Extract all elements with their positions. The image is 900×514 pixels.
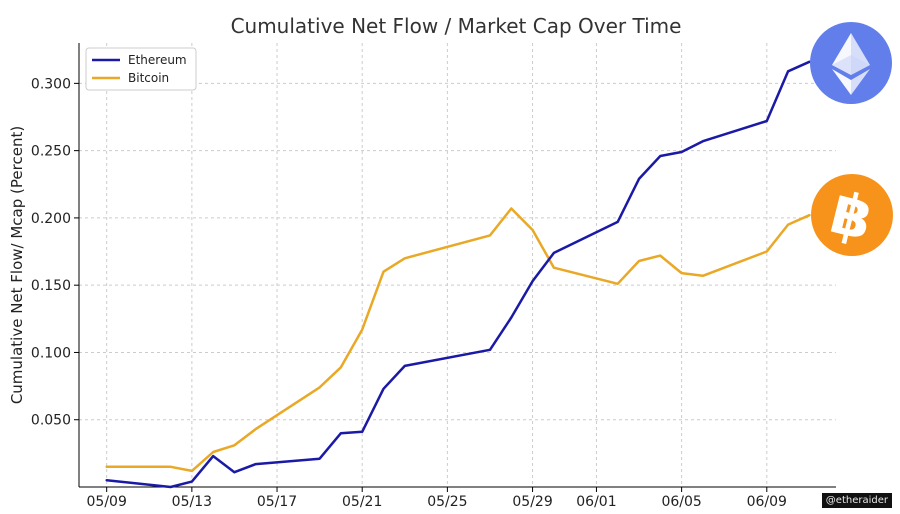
legend-label-bitcoin: Bitcoin xyxy=(128,71,169,85)
axes: 05/09 05/13 05/17 05/21 05/25 05/29 06/01 06/05… xyxy=(31,43,836,510)
bitcoin-logo-icon: ฿ xyxy=(811,174,893,256)
y-tick-label: 0.300 xyxy=(31,76,71,92)
legend-label-ethereum: Ethereum xyxy=(128,53,187,67)
y-tick-label: 0.050 xyxy=(31,413,71,429)
x-tick-label: 05/21 xyxy=(342,494,382,510)
x-tick-label: 06/01 xyxy=(576,494,616,510)
watermark: @etheraider xyxy=(821,493,892,508)
series-lines xyxy=(105,60,811,489)
legend-box xyxy=(85,47,197,91)
legend: Ethereum Bitcoin xyxy=(85,47,197,91)
x-tick-label: 05/17 xyxy=(257,494,297,510)
series-line-ethereum xyxy=(105,60,811,489)
series-line-bitcoin xyxy=(105,207,811,473)
y-tick-label: 0.250 xyxy=(31,144,71,160)
y-tick-label: 0.200 xyxy=(31,211,71,227)
y-tick-label: 0.150 xyxy=(31,278,71,294)
ethereum-logo-icon xyxy=(810,22,892,104)
x-tick-label: 05/25 xyxy=(427,494,467,510)
y-axis-label: Cumulative Net Flow/ Mcap (Percent) xyxy=(8,126,26,404)
x-tick-label: 05/09 xyxy=(87,494,127,510)
grid-lines xyxy=(79,43,836,487)
x-tick-label: 06/09 xyxy=(747,494,787,510)
x-tick-label: 05/29 xyxy=(512,494,552,510)
x-tick-label: 06/05 xyxy=(661,494,701,510)
x-tick-label: 05/13 xyxy=(172,494,212,510)
y-tick-label: 0.100 xyxy=(31,345,71,361)
chart-title: Cumulative Net Flow / Market Cap Over Ti… xyxy=(231,14,682,38)
